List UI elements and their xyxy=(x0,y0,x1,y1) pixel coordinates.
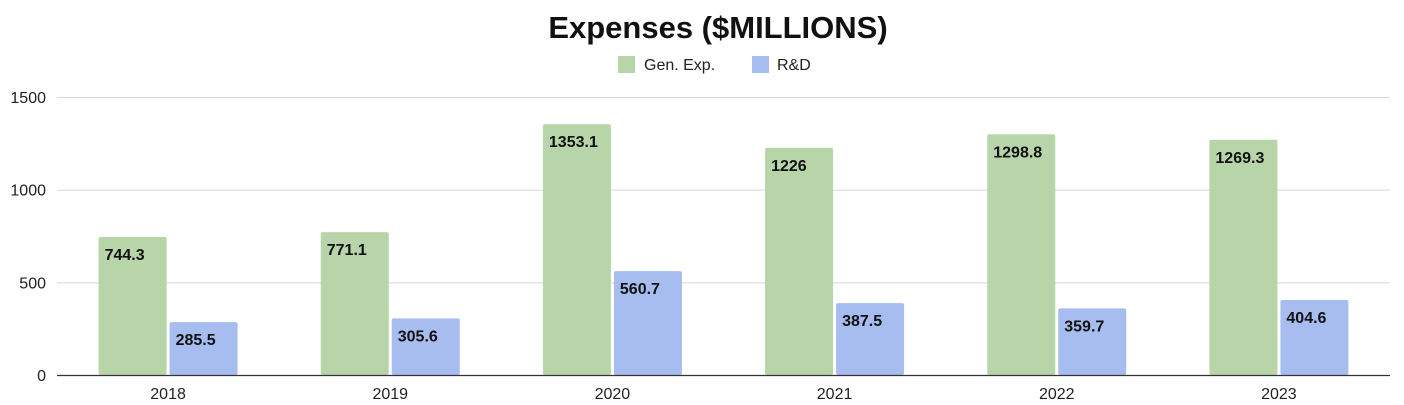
data-labels: 744.3 285.5 771.1 305.6 1353.1 560.7 1226 387.5… xyxy=(105,134,1327,349)
legend-label: R&D xyxy=(777,57,811,74)
x-tick-label: 2021 xyxy=(817,386,853,403)
bars xyxy=(98,124,1349,375)
grid: 0 500 1000 1500 xyxy=(10,90,1390,385)
y-tick-label: 1500 xyxy=(10,90,46,107)
bar xyxy=(1058,308,1127,375)
bar xyxy=(765,147,834,375)
x-tick-label: 2023 xyxy=(1261,386,1297,403)
data-label: 1353.1 xyxy=(549,134,598,151)
legend-swatch xyxy=(752,56,769,73)
y-tick-label: 0 xyxy=(37,368,46,385)
bar xyxy=(987,134,1056,375)
legend-swatch xyxy=(618,56,635,73)
legend-label: Gen. Exp. xyxy=(644,57,715,74)
chart-title: Expenses ($MILLIONS) xyxy=(548,10,887,45)
x-tick-labels: 2018 2019 2020 2021 2022 2023 xyxy=(150,386,1297,403)
data-label: 305.6 xyxy=(398,328,438,345)
data-label: 404.6 xyxy=(1286,310,1326,327)
data-label: 1298.8 xyxy=(993,144,1042,161)
x-tick-label: 2020 xyxy=(595,386,631,403)
data-label: 1226 xyxy=(771,158,807,175)
bar xyxy=(391,318,460,375)
data-label: 744.3 xyxy=(105,247,145,264)
y-tick-label: 1000 xyxy=(10,183,46,200)
bar xyxy=(1280,300,1349,375)
x-tick-label: 2019 xyxy=(372,386,408,403)
data-label: 359.7 xyxy=(1064,318,1104,335)
bar xyxy=(320,232,389,375)
y-tick-label: 500 xyxy=(19,275,46,292)
x-tick-label: 2022 xyxy=(1039,386,1075,403)
bar xyxy=(613,271,682,375)
x-tick-label: 2018 xyxy=(150,386,186,403)
bar xyxy=(169,322,238,375)
data-label: 285.5 xyxy=(176,332,216,349)
data-label: 1269.3 xyxy=(1215,150,1264,167)
legend: Gen. Exp. R&D xyxy=(618,56,811,74)
data-label: 560.7 xyxy=(620,281,660,298)
bar xyxy=(98,237,167,375)
data-label: 771.1 xyxy=(327,242,367,259)
data-label: 387.5 xyxy=(842,313,882,330)
bar xyxy=(836,303,905,375)
bar xyxy=(1209,139,1278,375)
bar xyxy=(542,124,611,375)
